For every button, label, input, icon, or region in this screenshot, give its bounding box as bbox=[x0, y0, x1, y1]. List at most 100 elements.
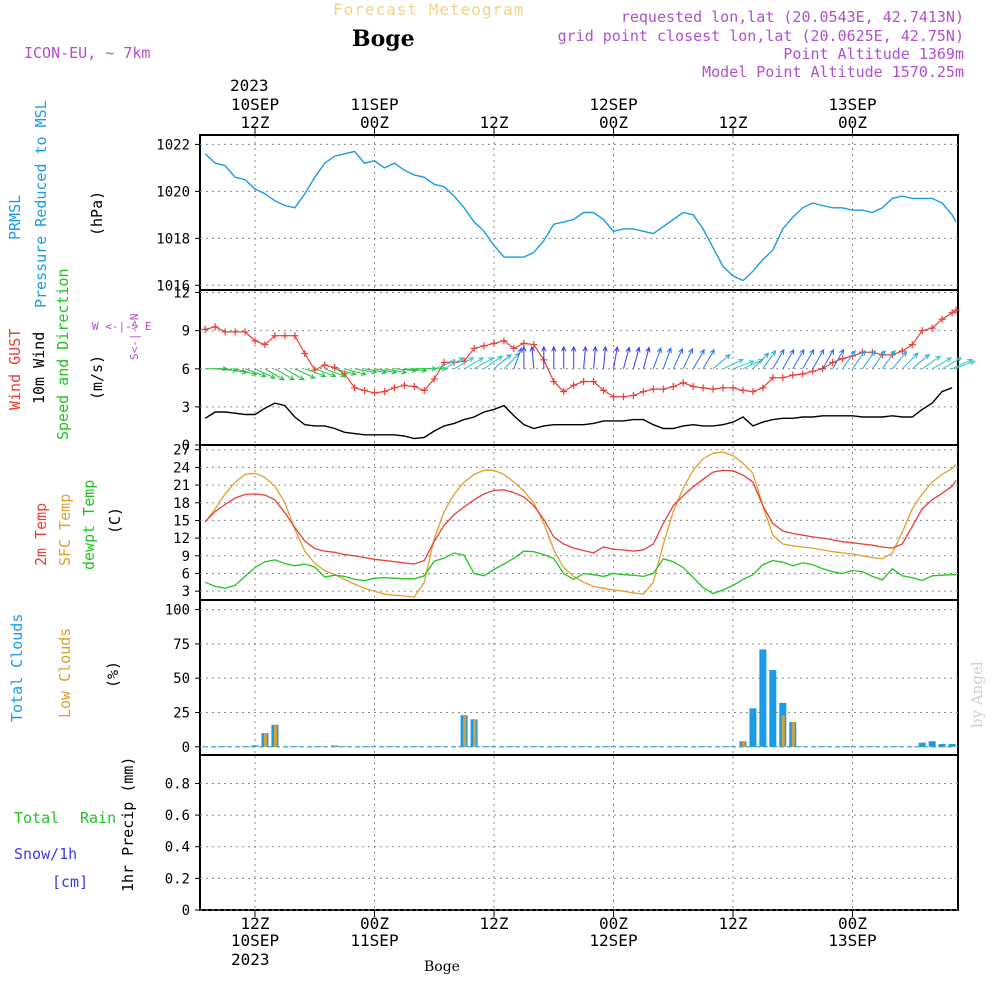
gust-marker bbox=[749, 388, 757, 396]
wind-direction-arrow bbox=[623, 346, 631, 369]
wind-direction-arrow bbox=[294, 368, 316, 379]
total-cloud-bar bbox=[759, 649, 767, 747]
time-label-hour-top: 00Z bbox=[599, 113, 628, 132]
precip-label-total: Total bbox=[14, 809, 60, 827]
gust-marker bbox=[679, 379, 687, 387]
wind-direction-arrow bbox=[529, 345, 535, 369]
gust-marker bbox=[351, 384, 359, 392]
wind-direction-arrow bbox=[592, 345, 598, 369]
wind-direction-arrow bbox=[513, 347, 523, 369]
total-cloud-bar bbox=[928, 741, 936, 747]
compass-ew: W <-|-> E bbox=[92, 320, 152, 333]
model-altitude: Model Point Altitude 1570.25m bbox=[702, 63, 964, 81]
wind-direction-arrow bbox=[822, 348, 835, 370]
gust-marker bbox=[331, 364, 339, 371]
gust-marker bbox=[371, 389, 378, 397]
y-tick-label-precip: 0 bbox=[182, 903, 190, 919]
wind-direction-arrow bbox=[344, 368, 368, 376]
low-cloud-bar bbox=[781, 715, 785, 747]
location-title: Boge bbox=[352, 26, 415, 52]
time-label-hour-bottom: 12Z bbox=[719, 914, 748, 933]
y-tick-label-pressure: 1016 bbox=[156, 278, 190, 294]
gust-marker bbox=[709, 385, 717, 393]
grid-point-coords: grid point closest lon,lat (20.0625E, 42… bbox=[557, 27, 964, 45]
wind-direction-arrow bbox=[394, 367, 418, 373]
gust-marker bbox=[261, 341, 269, 349]
low-cloud-bar bbox=[463, 715, 467, 747]
wind-direction-arrow bbox=[652, 347, 662, 369]
panel-frame-pressure bbox=[199, 134, 959, 291]
wind-speed-line bbox=[204, 387, 953, 440]
total-cloud-bar bbox=[749, 708, 757, 747]
gust-marker bbox=[908, 341, 916, 349]
gust-marker bbox=[201, 325, 209, 333]
wind-direction-arrow bbox=[582, 345, 588, 369]
gust-marker bbox=[610, 393, 617, 401]
y-tick-label-precip: 0.2 bbox=[165, 871, 190, 887]
y-tick-label-pressure: 1020 bbox=[156, 184, 190, 200]
chart-title: Forecast Meteogram bbox=[333, 0, 525, 19]
wind-direction-arrow bbox=[613, 345, 620, 369]
gust-marker bbox=[729, 384, 737, 392]
gust-marker bbox=[759, 384, 767, 392]
y-tick-label-temperature: 27 bbox=[173, 443, 190, 459]
wind-direction-arrow bbox=[951, 358, 974, 370]
gust-marker bbox=[619, 393, 627, 401]
wind-direction-arrow bbox=[642, 346, 651, 369]
wind-direction-arrow bbox=[284, 368, 305, 381]
wind-direction-arrow bbox=[682, 347, 694, 370]
gust-marker bbox=[689, 383, 697, 391]
dewpoint-line bbox=[204, 550, 956, 595]
wind-direction-arrow bbox=[842, 349, 856, 370]
gust-marker bbox=[430, 375, 438, 383]
time-label-date-top: 13SEP bbox=[828, 95, 876, 114]
gust-marker bbox=[809, 367, 817, 375]
y-tick-label-temperature: 21 bbox=[173, 478, 190, 494]
time-label-hour-bottom: 12Z bbox=[241, 914, 270, 933]
gust-marker bbox=[829, 358, 837, 366]
gust-marker bbox=[952, 306, 960, 314]
wind-direction-arrow bbox=[541, 345, 547, 369]
gust-marker bbox=[669, 383, 677, 391]
wind-direction-arrow bbox=[463, 357, 485, 370]
wind-direction-arrow bbox=[443, 357, 465, 370]
gust-marker bbox=[211, 323, 219, 331]
y-tick-label-temperature: 24 bbox=[173, 460, 190, 476]
wind-direction-arrow bbox=[881, 349, 896, 370]
time-label-hour-bottom: 00Z bbox=[599, 914, 628, 933]
gust-marker bbox=[550, 377, 558, 385]
time-label-date-top: 11SEP bbox=[350, 95, 398, 114]
wind-direction-arrow bbox=[953, 360, 976, 370]
y-tick-label-precip: 0.6 bbox=[165, 808, 190, 824]
wind-direction-arrow bbox=[571, 345, 577, 369]
wind-direction-arrow bbox=[473, 357, 495, 370]
y-tick-label-clouds: 0 bbox=[182, 740, 190, 756]
wind-direction-arrow bbox=[314, 368, 337, 378]
wind-direction-arrow bbox=[732, 360, 755, 370]
gust-marker bbox=[629, 391, 637, 399]
gust-marker bbox=[570, 381, 578, 389]
gust-marker bbox=[520, 339, 528, 347]
gust-marker bbox=[271, 332, 279, 340]
panel-frame-precip bbox=[199, 754, 959, 911]
wind-direction-arrow bbox=[384, 368, 408, 375]
wind-direction-arrow bbox=[334, 368, 358, 376]
gust-marker bbox=[380, 388, 388, 396]
y-tick-label-temperature: 18 bbox=[173, 496, 190, 512]
total-cloud-bar bbox=[918, 742, 926, 747]
y-tick-label-temperature: 6 bbox=[182, 566, 190, 582]
gust-marker bbox=[490, 339, 498, 347]
gust-marker bbox=[649, 385, 657, 393]
footer-location: Boge bbox=[424, 959, 460, 975]
time-label-date-top: 12SEP bbox=[589, 95, 637, 114]
gust-marker bbox=[510, 344, 518, 352]
gust-marker bbox=[480, 342, 488, 350]
gust-marker bbox=[420, 386, 428, 394]
y-tick-label-wind: 0 bbox=[182, 438, 190, 454]
wind-direction-arrow bbox=[354, 368, 378, 375]
panel-frame-clouds bbox=[199, 599, 959, 756]
time-label-date-bottom: 12SEP bbox=[589, 931, 637, 950]
wind-direction-arrow bbox=[762, 349, 777, 370]
wind-direction-arrow bbox=[772, 348, 785, 370]
wind-direction-arrow bbox=[225, 368, 248, 375]
